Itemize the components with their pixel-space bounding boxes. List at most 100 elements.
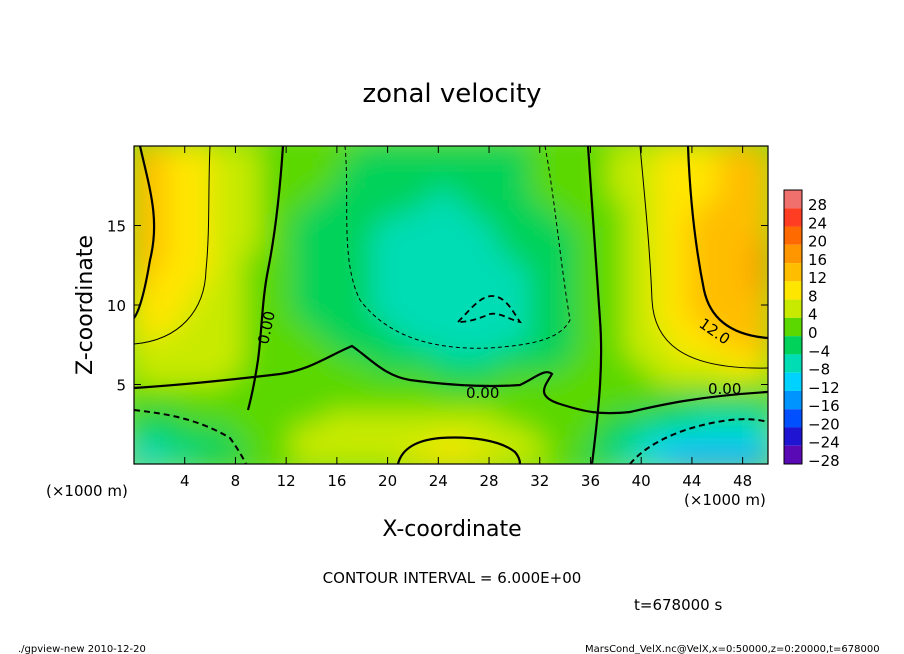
field-cell xyxy=(481,423,500,439)
field-cell xyxy=(196,410,215,426)
field-cell xyxy=(497,370,516,386)
field-cell xyxy=(402,277,421,293)
field-cell xyxy=(228,277,246,293)
field-cell xyxy=(624,237,643,253)
field-cell xyxy=(592,304,611,320)
field-cell xyxy=(465,357,484,373)
field-cell xyxy=(259,357,278,373)
field-cell xyxy=(513,251,532,267)
field-cell xyxy=(386,383,405,399)
field-cell xyxy=(640,146,659,161)
field-cell xyxy=(307,277,326,293)
field-cell xyxy=(259,251,278,267)
field-cell xyxy=(212,436,231,452)
field-cell xyxy=(291,184,310,200)
field-cell xyxy=(703,330,722,346)
field-cell xyxy=(687,343,706,359)
colorbar-swatch xyxy=(784,281,802,300)
field-cell xyxy=(148,264,167,280)
field-cell xyxy=(545,330,563,346)
field-cell xyxy=(386,264,405,280)
field-cell xyxy=(592,146,611,161)
field-cell xyxy=(307,449,326,464)
field-cell xyxy=(307,211,326,227)
field-cell xyxy=(513,198,532,214)
contour-bottom-right xyxy=(629,418,768,464)
field-cell xyxy=(307,290,326,306)
field-cell xyxy=(560,146,579,161)
field-cell xyxy=(196,224,215,240)
field-cell xyxy=(243,410,262,426)
field-cell xyxy=(307,146,326,161)
field-cell xyxy=(751,171,768,187)
field-cell xyxy=(354,304,373,320)
field-cell xyxy=(751,146,768,161)
field-cell xyxy=(465,343,484,359)
field-cell xyxy=(434,436,452,452)
field-cell xyxy=(608,370,627,386)
field-cell xyxy=(465,436,484,452)
field-cell xyxy=(339,290,357,306)
field-cell xyxy=(370,237,389,253)
field-cell xyxy=(148,396,167,412)
field-cell xyxy=(259,304,278,320)
field-cell xyxy=(212,158,231,174)
field-cell xyxy=(497,171,516,187)
field-cell xyxy=(228,290,246,306)
field-cell xyxy=(434,423,452,439)
field-cell xyxy=(719,277,738,293)
field-cell xyxy=(751,410,768,426)
field-cell xyxy=(465,171,484,187)
field-cell xyxy=(751,304,768,320)
field-cell xyxy=(560,184,579,200)
contour-four-right xyxy=(639,146,768,369)
field-cell xyxy=(291,290,310,306)
field-cell xyxy=(307,343,326,359)
field-cell xyxy=(481,264,500,280)
field-cell xyxy=(671,237,690,253)
field-cell xyxy=(703,436,722,452)
field-cell xyxy=(291,251,310,267)
field-cell xyxy=(592,370,611,386)
field-cell xyxy=(560,290,579,306)
field-cell xyxy=(259,370,278,386)
field-cell xyxy=(134,423,151,439)
field-cell xyxy=(465,330,484,346)
field-cell xyxy=(671,304,690,320)
field-cell xyxy=(735,224,754,240)
field-cell xyxy=(640,449,659,464)
field-cell xyxy=(513,410,532,426)
colorbar-swatch xyxy=(784,445,802,464)
field-cell xyxy=(656,146,674,161)
field-cell xyxy=(481,171,500,187)
field-cell xyxy=(134,370,151,386)
field-cell xyxy=(180,370,199,386)
field-cell xyxy=(703,264,722,280)
field-cell xyxy=(164,277,183,293)
field-cell xyxy=(450,449,468,464)
field-cell xyxy=(259,171,278,187)
field-cell xyxy=(560,423,579,439)
field-cell xyxy=(624,330,643,346)
field-cell xyxy=(719,304,738,320)
field-cell xyxy=(418,237,437,253)
field-cell xyxy=(529,330,548,346)
field-cell xyxy=(450,383,468,399)
field-cell xyxy=(386,330,405,346)
field-cell xyxy=(418,146,437,161)
field-cell xyxy=(560,343,579,359)
y-tick-label: 15 xyxy=(107,218,126,236)
field-cell xyxy=(735,357,754,373)
field-cell xyxy=(481,370,500,386)
field-cell xyxy=(671,251,690,267)
field-cell xyxy=(687,264,706,280)
field-cell xyxy=(434,304,452,320)
field-cell xyxy=(323,330,342,346)
field-cell xyxy=(402,237,421,253)
field-cell xyxy=(481,146,500,161)
field-cell xyxy=(291,158,310,174)
contour-zero-left xyxy=(246,146,285,411)
field-cell xyxy=(719,449,738,464)
field-cell xyxy=(164,449,183,464)
field-cell xyxy=(671,357,690,373)
